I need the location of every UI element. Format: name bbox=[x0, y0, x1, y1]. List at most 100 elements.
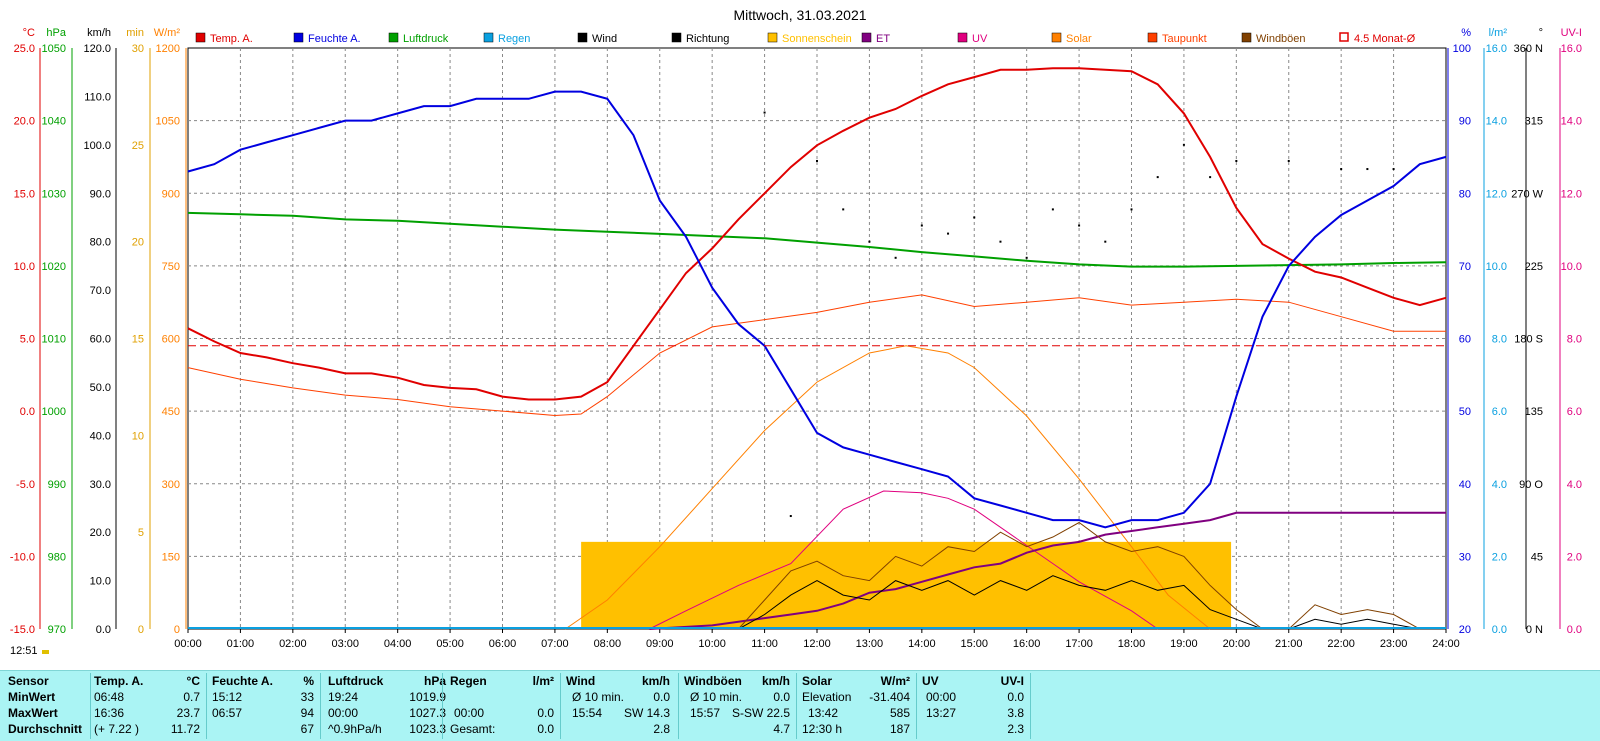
row-label-avg: Durchschnitt bbox=[8, 722, 83, 736]
legend-label: 4.5 Monat-Ø bbox=[1354, 33, 1416, 45]
left-axis-tick: 60.0 bbox=[90, 334, 111, 346]
right-axis-tick: 6.0 bbox=[1567, 406, 1582, 418]
left-axis-tick: 25.0 bbox=[14, 43, 35, 55]
left-axis-tick: 1010 bbox=[42, 334, 66, 346]
series-temp-a bbox=[187, 67, 1447, 401]
series-richtung-point bbox=[920, 224, 923, 227]
right-axis-tick: 30 bbox=[1459, 551, 1471, 563]
x-tick-label: 14:00 bbox=[908, 638, 936, 650]
x-tick-label: 20:00 bbox=[1223, 638, 1251, 650]
left-axis-tick: 1200 bbox=[156, 43, 180, 55]
left-axis-tick: 0 bbox=[138, 624, 144, 636]
x-tick-label: 07:00 bbox=[541, 638, 569, 650]
uv-max-value: 3.8 bbox=[1007, 706, 1024, 720]
right-axis-tick: 20 bbox=[1459, 624, 1471, 636]
left-axis-tick: 750 bbox=[162, 261, 180, 273]
header-temp: Temp. A. bbox=[94, 674, 144, 688]
left-axis-tick: 1000 bbox=[42, 406, 66, 418]
hum-max-value: 94 bbox=[300, 706, 314, 720]
header-temp-unit: °C bbox=[186, 674, 200, 688]
right-axis-tick: 90 O bbox=[1519, 479, 1543, 491]
series-richtung-point bbox=[789, 515, 792, 518]
x-tick-label: 18:00 bbox=[1118, 638, 1146, 650]
rain-total-value: 0.0 bbox=[537, 722, 554, 736]
legend-label: UV bbox=[972, 33, 988, 45]
uv-avg-value: 2.3 bbox=[1007, 722, 1024, 736]
series-richtung-point bbox=[1130, 208, 1133, 211]
right-axis-tick: 0 N bbox=[1526, 624, 1543, 636]
series-feuchte-a bbox=[187, 90, 1447, 529]
left-axis-tick: 15.0 bbox=[14, 188, 35, 200]
series-richtung-point bbox=[1078, 224, 1081, 227]
gust-max-value: S-SW 22.5 bbox=[731, 706, 790, 720]
left-axis-unit: km/h bbox=[87, 27, 111, 39]
left-axis-tick: 600 bbox=[162, 334, 180, 346]
series-uv bbox=[649, 490, 1158, 630]
right-axis-tick: 50 bbox=[1459, 406, 1471, 418]
legend: Temp. A. Feuchte A. Luftdruck Regen Wind Rich… bbox=[195, 32, 1416, 45]
press-trend: ^0.9hPa/h bbox=[328, 722, 382, 736]
right-axis-tick: 10.0 bbox=[1561, 261, 1582, 273]
temp-avg-value: 11.72 bbox=[170, 722, 200, 736]
series-richtung-point bbox=[1366, 168, 1369, 171]
left-axis-tick: 10.0 bbox=[14, 261, 35, 273]
right-axis-tick: 8.0 bbox=[1567, 334, 1582, 346]
left-axis-tick: 10.0 bbox=[90, 576, 111, 588]
left-axis-tick: -10.0 bbox=[10, 551, 35, 563]
x-tick-label: 05:00 bbox=[436, 638, 464, 650]
legend-label: Temp. A. bbox=[210, 33, 253, 45]
hum-min-time: 15:12 bbox=[212, 690, 243, 704]
wind-max-value: SW 14.3 bbox=[623, 706, 670, 720]
solar-max-time: 13:42 bbox=[808, 706, 839, 720]
legend-swatch bbox=[767, 32, 778, 43]
series-richtung-point bbox=[999, 240, 1002, 243]
series-lines bbox=[187, 67, 1447, 630]
series-richtung-point bbox=[1104, 240, 1107, 243]
x-tick-label: 06:00 bbox=[489, 638, 517, 650]
x-tick-label: 04:00 bbox=[384, 638, 412, 650]
chart-title: Mittwoch, 31.03.2021 bbox=[733, 7, 866, 23]
hum-avg-value: 67 bbox=[300, 722, 314, 736]
legend-swatch bbox=[577, 32, 588, 43]
x-tick-label: 02:00 bbox=[279, 638, 307, 650]
left-axis-tick: 5.0 bbox=[20, 334, 35, 346]
left-axis-unit: min bbox=[126, 27, 144, 39]
left-axis-tick: 1020 bbox=[42, 261, 66, 273]
legend-swatch bbox=[1147, 32, 1158, 43]
legend-label: Taupunkt bbox=[1162, 33, 1207, 45]
right-axis-tick: 180 S bbox=[1514, 334, 1543, 346]
x-tick-label: 16:00 bbox=[1013, 638, 1041, 650]
temp-avg-delta: (+ 7.22 ) bbox=[94, 722, 140, 736]
legend-label: ET bbox=[876, 33, 890, 45]
series-richtung-point bbox=[816, 159, 818, 162]
solar-avg-value: 187 bbox=[889, 722, 910, 736]
right-axis-tick: 360 N bbox=[1514, 43, 1543, 55]
right-axis-tick: 2.0 bbox=[1567, 551, 1582, 563]
left-axis-tick: 100.0 bbox=[83, 140, 111, 152]
header-rain-unit: l/m² bbox=[532, 674, 554, 688]
right-axis-tick: 12.0 bbox=[1486, 188, 1507, 200]
left-axis-tick: 120.0 bbox=[83, 43, 111, 55]
weather-chart: Mittwoch, 31.03.2021 Temp. A. Feuchte A. L… bbox=[10, 7, 1582, 657]
left-axis-tick: 110.0 bbox=[84, 91, 111, 103]
right-axis-tick: 40 bbox=[1459, 479, 1471, 491]
left-axis-tick: 30.0 bbox=[90, 479, 111, 491]
temp-max-value: 23.7 bbox=[176, 706, 200, 720]
x-tick-label: 23:00 bbox=[1380, 638, 1408, 650]
right-axis-tick: 14.0 bbox=[1561, 116, 1582, 128]
x-tick-label: 01:00 bbox=[227, 638, 255, 650]
press-min-time: 19:24 bbox=[328, 690, 359, 704]
x-tick-label: 03:00 bbox=[331, 638, 359, 650]
temp-max-time: 16:36 bbox=[94, 706, 125, 720]
series-richtung-point bbox=[894, 256, 897, 259]
right-axis-tick: 135 bbox=[1525, 406, 1543, 418]
right-axis-tick: 2.0 bbox=[1492, 551, 1507, 563]
header-sensor: Sensor bbox=[8, 674, 49, 688]
right-axis-tick: 0.0 bbox=[1492, 624, 1507, 636]
legend-swatch bbox=[195, 32, 206, 43]
gust-min-label: Ø 10 min. bbox=[690, 690, 743, 704]
header-uv-unit: UV-I bbox=[1000, 674, 1024, 688]
left-axis-tick: 90.0 bbox=[90, 188, 111, 200]
left-axis-tick: 300 bbox=[162, 479, 180, 491]
header-gust-unit: km/h bbox=[761, 674, 790, 688]
